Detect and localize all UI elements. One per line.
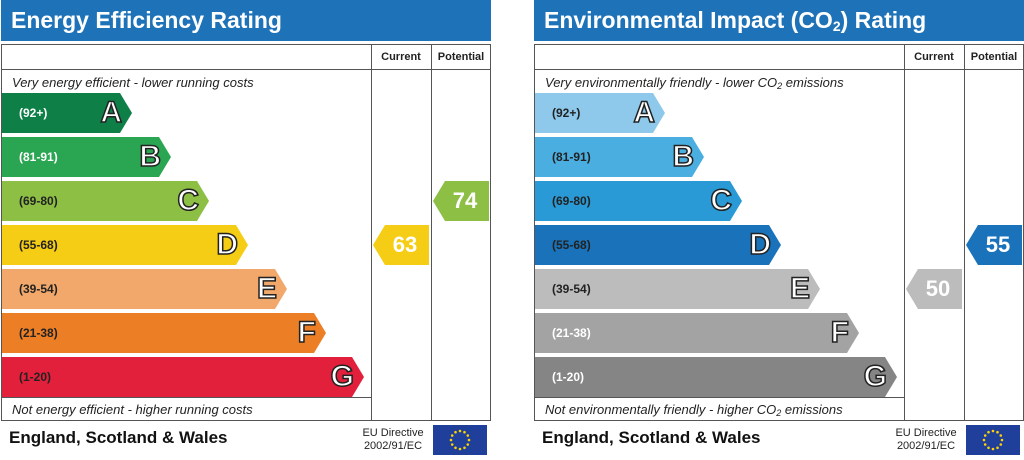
eu-directive: EU Directive 2002/91/EC <box>895 427 957 452</box>
band-letter: F <box>830 316 849 349</box>
top-note: Very energy efficient - lower running co… <box>12 75 254 90</box>
eu-flag-icon <box>966 425 1020 455</box>
environmental-impact-title: Environmental Impact (CO2) Rating <box>534 0 1024 41</box>
band-letter: D <box>216 228 238 261</box>
band-range-label: (39-54) <box>19 282 58 296</box>
rating-band-c: (69-80) C <box>2 181 209 221</box>
band-range-label: (92+) <box>552 106 581 120</box>
band-range-label: (21-38) <box>19 326 58 340</box>
band-range-label: (55-68) <box>19 238 58 252</box>
energy-efficiency-panel: Energy Efficiency Rating Current Potenti… <box>1 0 491 460</box>
band-letter: D <box>749 228 771 261</box>
environmental-impact-panel: Environmental Impact (CO2) Rating Curren… <box>534 0 1024 460</box>
rating-band-e: (39-54) E <box>2 269 287 309</box>
region-label: England, Scotland & Wales <box>542 428 761 447</box>
rating-band-b: (81-91) B <box>535 137 704 177</box>
region-label: England, Scotland & Wales <box>9 428 228 447</box>
top-note: Very environmentally friendly - lower CO… <box>545 75 844 91</box>
band-letter: E <box>256 272 277 305</box>
rating-band-d: (55-68) D <box>535 225 781 265</box>
band-letter: C <box>710 184 732 217</box>
band-letter: G <box>330 360 354 393</box>
rating-band-b: (81-91) B <box>2 137 171 177</box>
band-letter: F <box>297 316 316 349</box>
potential-rating-marker: 74 <box>433 181 489 221</box>
band-range-label: (92+) <box>19 106 48 120</box>
potential-rating-marker: 55 <box>966 225 1022 265</box>
eu-flag-icon <box>433 425 487 455</box>
rating-band-d: (55-68) D <box>2 225 248 265</box>
rating-band-a: (92+) A <box>535 93 665 133</box>
band-range-label: (69-80) <box>552 194 591 208</box>
eu-directive: EU Directive 2002/91/EC <box>362 427 424 452</box>
band-range-label: (81-91) <box>19 150 58 164</box>
potential-column-header: Potential <box>970 51 1018 63</box>
rating-band-f: (21-38) F <box>2 313 326 353</box>
band-range-label: (55-68) <box>552 238 591 252</box>
current-rating-marker: 63 <box>373 225 429 265</box>
rating-band-g: (1-20) G <box>535 357 897 397</box>
current-column-header: Current <box>381 51 421 63</box>
band-range-label: (69-80) <box>19 194 58 208</box>
band-letter: A <box>100 96 122 129</box>
band-letter: C <box>177 184 199 217</box>
rating-band-g: (1-20) G <box>2 357 364 397</box>
potential-column-header: Potential <box>437 51 485 63</box>
bottom-note: Not environmentally friendly - higher CO… <box>545 402 843 418</box>
band-letter: E <box>789 272 810 305</box>
band-range-label: (1-20) <box>19 370 52 384</box>
rating-band-e: (39-54) E <box>535 269 820 309</box>
environmental-rating-chart: Current Potential Very environmentally f… <box>534 44 1024 421</box>
band-range-label: (39-54) <box>552 282 591 296</box>
bottom-note: Not energy efficient - higher running co… <box>12 402 253 417</box>
energy-efficiency-title: Energy Efficiency Rating <box>1 0 491 41</box>
current-column-header: Current <box>914 51 954 63</box>
rating-band-c: (69-80) C <box>535 181 742 221</box>
rating-band-a: (92+) A <box>2 93 132 133</box>
band-range-label: (1-20) <box>552 370 585 384</box>
band-range-label: (21-38) <box>552 326 591 340</box>
band-letter: A <box>633 96 655 129</box>
band-letter: G <box>863 360 887 393</box>
band-letter: B <box>672 140 694 173</box>
band-range-label: (81-91) <box>552 150 591 164</box>
energy-rating-chart: Current Potential Very energy efficient … <box>1 44 491 421</box>
current-rating-marker: 50 <box>906 269 962 309</box>
rating-band-f: (21-38) F <box>535 313 859 353</box>
band-letter: B <box>139 140 161 173</box>
